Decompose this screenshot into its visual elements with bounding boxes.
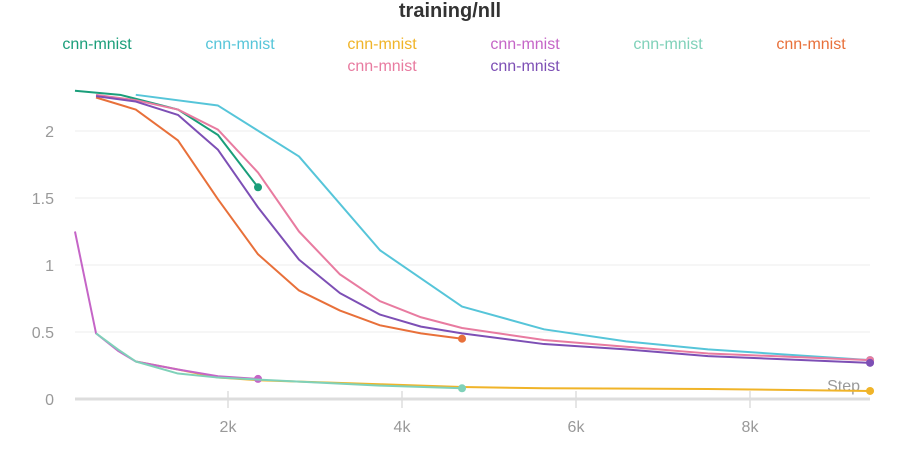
- series-line: [95, 96, 463, 340]
- series-end-point: [866, 386, 875, 395]
- series-line: [73, 231, 259, 380]
- y-tick-label: 1: [45, 258, 54, 275]
- x-tick-label: 2k: [220, 419, 238, 436]
- legend-item[interactable]: cnn-mnist: [347, 36, 417, 53]
- series-end-point: [254, 183, 263, 192]
- chart-title: training/nll: [398, 0, 502, 22]
- legend-item[interactable]: cnn-mnist: [490, 36, 560, 53]
- x-axis-label: Step: [827, 378, 860, 395]
- y-tick-label: 1.5: [32, 191, 54, 208]
- series-line: [74, 89, 259, 188]
- y-tick-label: 0: [45, 392, 54, 409]
- series-line: [95, 95, 871, 364]
- x-tick-label: 8k: [742, 419, 760, 436]
- legend-item[interactable]: cnn-mnist: [490, 58, 560, 75]
- series-end-point: [866, 358, 875, 367]
- x-tick-label: 6k: [568, 419, 586, 436]
- series-line: [135, 360, 871, 392]
- legend-item[interactable]: cnn-mnist: [205, 36, 275, 53]
- series-line: [95, 93, 871, 362]
- legend-item[interactable]: cnn-mnist: [347, 58, 417, 75]
- series-end-point: [458, 334, 467, 343]
- y-tick-label: 2: [45, 124, 54, 141]
- series-line: [135, 93, 871, 362]
- series-line: [95, 332, 463, 390]
- y-tick-label: 0.5: [32, 325, 54, 342]
- series-end-point: [458, 384, 467, 393]
- legend-item[interactable]: cnn-mnist: [62, 36, 132, 53]
- x-tick-label: 4k: [394, 419, 412, 436]
- legend-item[interactable]: cnn-mnist: [633, 36, 703, 53]
- legend-item[interactable]: cnn-mnist: [776, 36, 846, 53]
